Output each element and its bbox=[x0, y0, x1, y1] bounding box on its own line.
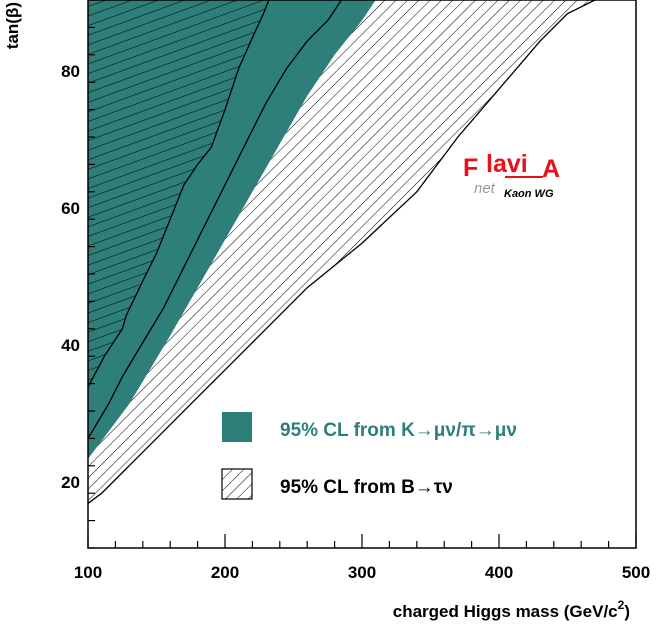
x-tick-label-300: 300 bbox=[348, 563, 376, 582]
b-boundary-line bbox=[88, 0, 596, 505]
x-tick-label-100: 100 bbox=[74, 563, 102, 582]
legend-swatch-k bbox=[222, 412, 252, 442]
legend-label-b: 95% CL from B→τν bbox=[280, 477, 453, 498]
k-right-boundary-line bbox=[88, 0, 343, 439]
k-mu-nu-hatched-region bbox=[88, 0, 269, 387]
y-tick-label-80: 80 bbox=[61, 62, 80, 81]
x-axis-title: charged Higgs mass (GeV/c2) bbox=[393, 598, 630, 621]
y-tick-label-20: 20 bbox=[61, 473, 80, 492]
logo-lavi: lavi bbox=[486, 150, 528, 178]
k-left-boundary-line bbox=[88, 0, 270, 388]
y-axis-title: tan(β) bbox=[3, 2, 22, 49]
x-tick-label-500: 500 bbox=[622, 563, 650, 582]
y-tick-label-60: 60 bbox=[61, 199, 80, 218]
flavianet-logo: F lavi A net Kaon WG bbox=[463, 150, 560, 200]
y-tick-label-40: 40 bbox=[61, 336, 80, 355]
x-tick-label-200: 200 bbox=[211, 563, 239, 582]
legend-swatch-b bbox=[221, 468, 253, 500]
y-axis-ticks bbox=[88, 0, 95, 549]
logo-kaon-wg: Kaon WG bbox=[504, 188, 554, 200]
x-tick-label-400: 400 bbox=[485, 563, 513, 582]
legend-label-k: 95% CL from K→μν/π→μν bbox=[280, 420, 517, 441]
legend: 95% CL from K→μν/π→μν 95% CL from B→τν bbox=[221, 412, 517, 500]
logo-net: net bbox=[474, 180, 496, 197]
logo-letter-f: F bbox=[463, 154, 478, 182]
x-axis-ticks bbox=[87, 534, 637, 548]
logo-letter-a: A bbox=[542, 155, 560, 183]
plot-area bbox=[88, 0, 596, 548]
